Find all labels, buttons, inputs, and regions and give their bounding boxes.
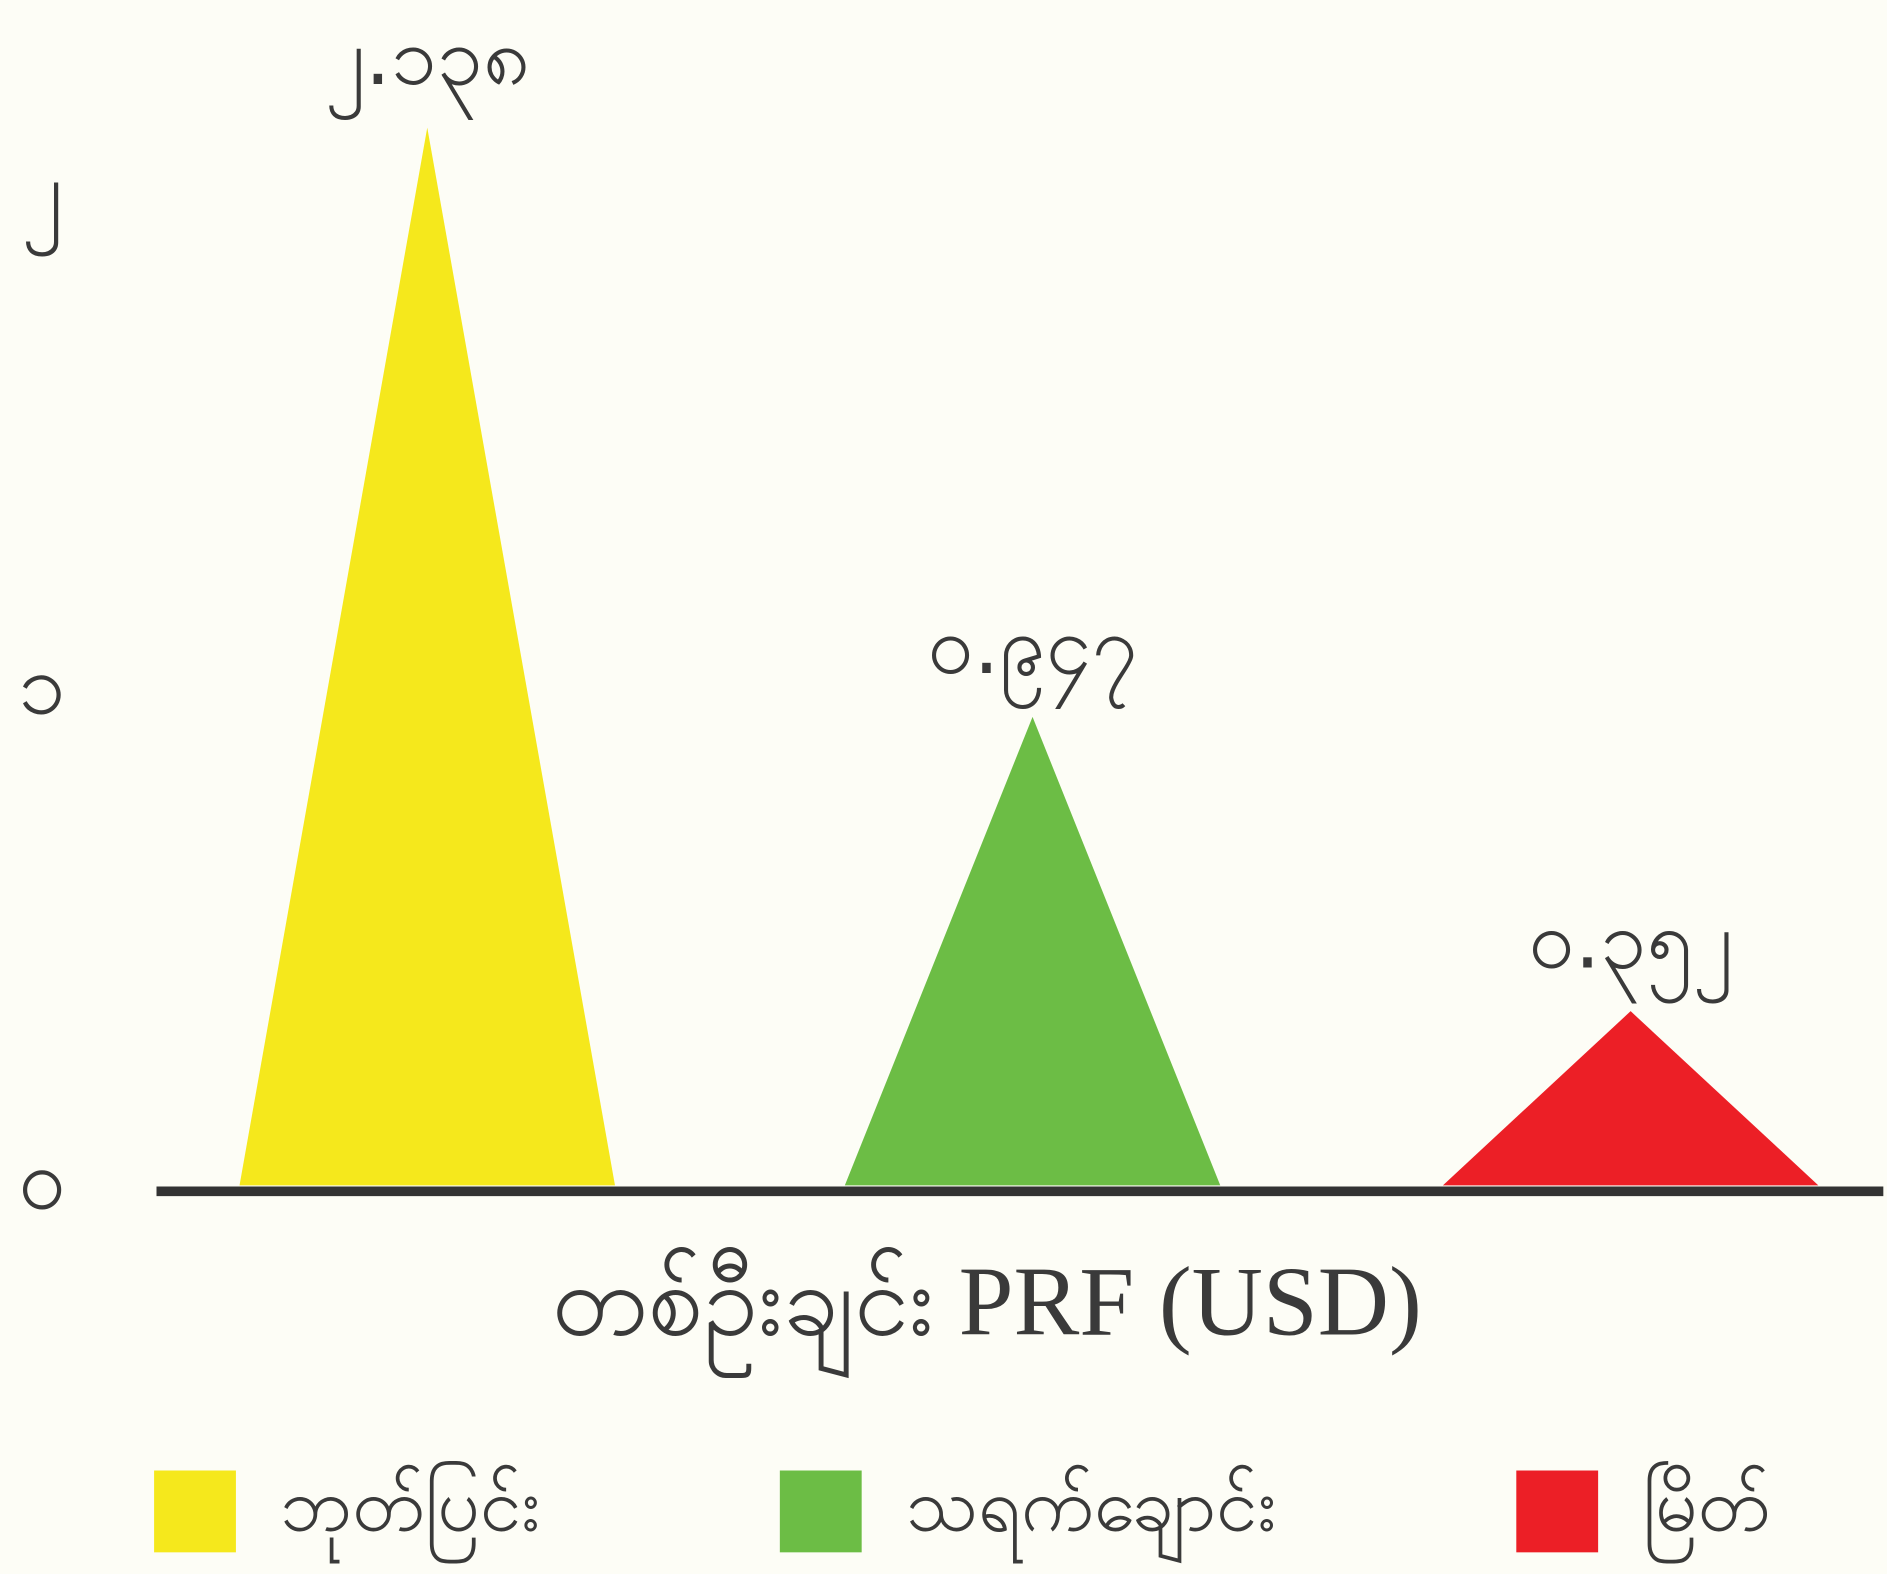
legend-swatch: [779, 1470, 862, 1553]
triangle-bar: [1442, 1011, 1819, 1186]
triangle-bar: [844, 716, 1221, 1186]
legend-label: သရက်ချောင်း: [906, 1462, 1276, 1565]
legend-label: ဘုတ်ပြင်း: [280, 1460, 540, 1564]
data-label: ၂.၁၃၈: [325, 9, 530, 120]
legend-label: မြိတ်: [1643, 1460, 1771, 1564]
triangle-bar: [239, 127, 615, 1186]
y-tick-label: ၂: [21, 141, 62, 256]
y-tick-label: ၁: [18, 636, 65, 734]
data-label: ၀.၃၅၂: [1528, 892, 1732, 1003]
data-label: ၀.၉၄၇: [928, 598, 1138, 709]
legend-swatch: [154, 1470, 236, 1553]
y-tick-label: ၀: [18, 1130, 65, 1228]
legend-swatch: [1516, 1470, 1599, 1553]
